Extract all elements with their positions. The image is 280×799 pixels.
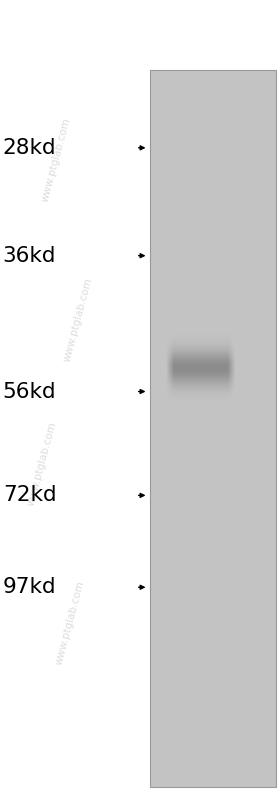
Text: 36kd: 36kd (3, 245, 56, 266)
Bar (150, 70, 276, 787)
Text: 97kd: 97kd (3, 577, 57, 598)
Text: www.ptglab.com: www.ptglab.com (54, 580, 86, 666)
Text: www.ptglab.com: www.ptglab.com (62, 276, 94, 363)
Text: 72kd: 72kd (3, 485, 57, 506)
Text: www.ptglab.com: www.ptglab.com (26, 420, 58, 507)
Text: 28kd: 28kd (3, 137, 57, 158)
Text: www.ptglab.com: www.ptglab.com (40, 117, 72, 203)
Bar (150, 70, 276, 787)
Text: 56kd: 56kd (3, 381, 57, 402)
